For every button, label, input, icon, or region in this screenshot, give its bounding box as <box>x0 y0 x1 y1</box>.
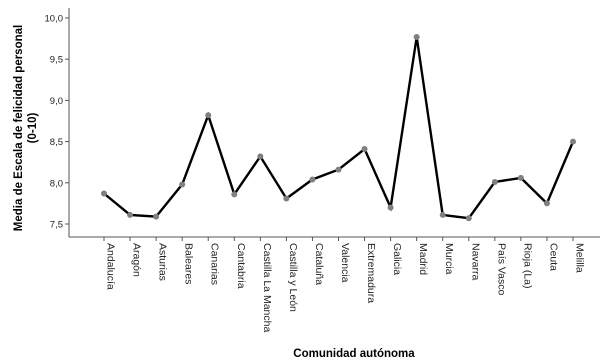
y-axis-title-line-2: (0-10) <box>27 112 39 143</box>
data-point <box>413 33 420 40</box>
series-line <box>103 36 575 220</box>
y-tick-label: 8,0 <box>50 178 63 189</box>
x-tick-label: Murcia <box>443 243 455 275</box>
x-tick-label: Navarra <box>469 243 481 281</box>
series <box>101 33 576 222</box>
data-point <box>153 213 160 220</box>
data-point <box>257 153 264 160</box>
data-point <box>543 200 550 207</box>
x-tick-label: Aragón <box>131 243 143 277</box>
x-tick-label: Madrid <box>417 243 429 275</box>
x-tick-label: Rioja (La) <box>521 243 533 289</box>
y-axis-title: Media de Escala de felicidad personal (0… <box>13 25 39 231</box>
x-tick-label: Asturias <box>157 243 169 281</box>
x-tick-label: Cataluña <box>313 243 325 285</box>
x-tick-label: Canarias <box>209 243 221 285</box>
x-tick-label: Andalucía <box>105 243 117 290</box>
y-tick-label: 7,5 <box>50 220 63 231</box>
x-axis-title: Comunidad autónoma <box>293 348 415 360</box>
data-point <box>517 174 524 181</box>
data-point <box>205 112 212 119</box>
x-tick-label: Valencia <box>339 243 351 283</box>
data-point <box>361 146 368 153</box>
x-tick-label: Cantabria <box>235 243 247 289</box>
data-point <box>335 166 342 173</box>
y-ticks: 7,5 8,0 8,5 9,0 9,5 10,0 <box>45 14 69 231</box>
data-point <box>439 211 446 218</box>
data-point <box>127 211 134 218</box>
data-point <box>387 204 394 211</box>
x-tick-label: Galicia <box>391 243 403 275</box>
data-point <box>179 181 186 188</box>
axes <box>68 8 600 238</box>
data-point <box>101 190 107 197</box>
data-point <box>309 176 316 183</box>
x-tick-label: Melilla <box>574 243 586 273</box>
x-tick-label: Ceuta <box>547 243 559 271</box>
x-tick-label: Baleares <box>183 243 195 284</box>
y-tick-label: 9,0 <box>50 96 63 107</box>
y-tick-label: 10,0 <box>45 14 64 25</box>
x-tick-label: Extremadura <box>365 243 377 303</box>
data-point <box>491 178 498 185</box>
x-tick-label: Castilla y León <box>287 243 299 312</box>
data-point <box>231 191 238 198</box>
data-point <box>283 195 290 202</box>
x-tick-label: Castilla La Mancha <box>261 243 273 332</box>
x-ticks: Andalucía Aragón Asturias Baleares Canarias C… <box>103 237 586 332</box>
y-tick-label: 8,5 <box>50 137 63 148</box>
y-axis-title-line-1: Media de Escala de felicidad personal <box>13 25 25 231</box>
y-tick-label: 9,5 <box>50 55 63 66</box>
data-point <box>465 215 472 222</box>
x-tick-label: País Vasco <box>495 243 507 295</box>
data-point <box>570 138 576 145</box>
